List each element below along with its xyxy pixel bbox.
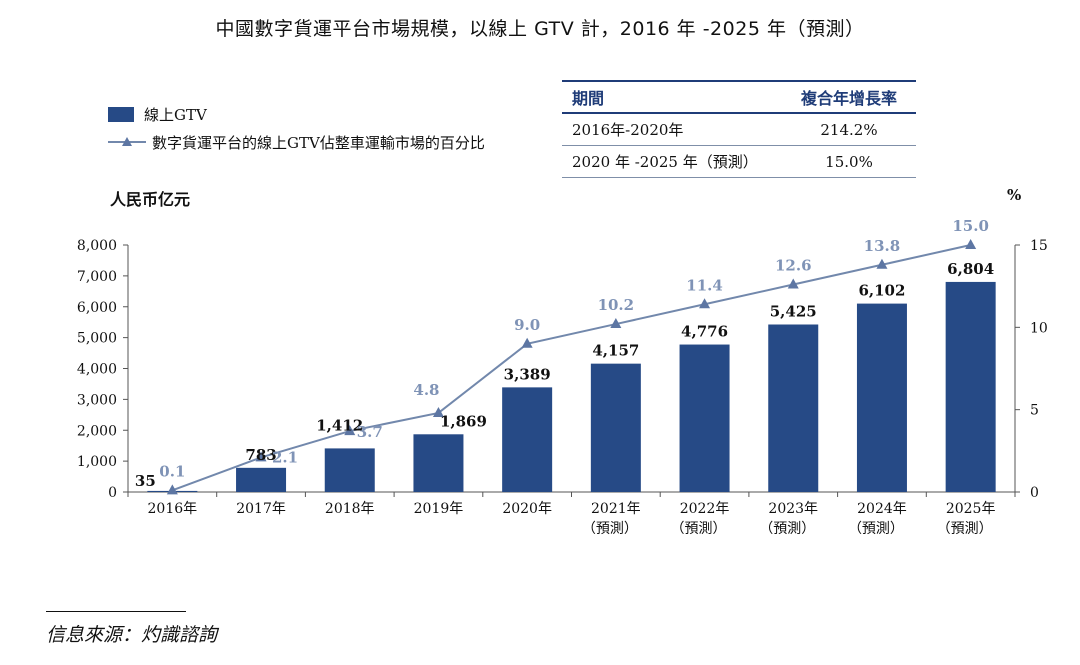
source-divider <box>46 611 186 612</box>
line-point <box>787 278 799 289</box>
x-tick-sublabel: （預測） <box>671 521 727 537</box>
legend-bar-label: 線上GTV <box>144 105 207 124</box>
source-note: 信息來源：灼識諮詢 <box>46 624 218 646</box>
line-swatch-icon <box>108 137 146 146</box>
y-tick-label: 7,000 <box>77 269 117 285</box>
bar-swatch <box>108 106 134 122</box>
bar-data-label: 1,869 <box>440 412 487 430</box>
line-data-label: 4.8 <box>413 381 439 399</box>
bar <box>324 448 375 492</box>
line-data-label: 15.0 <box>952 217 989 235</box>
x-tick-label: 2020年 <box>502 501 552 517</box>
bar <box>768 324 819 492</box>
bar-data-label: 4,776 <box>681 323 728 341</box>
line-data-label: 3.7 <box>357 423 383 441</box>
line-point <box>521 337 533 348</box>
legend: 線上GTV 數字貨運平台的線上GTV佔整車運輸市場的百分比 <box>108 100 485 156</box>
line-data-label: 13.8 <box>864 237 901 255</box>
bar-data-label: 6,804 <box>947 260 994 278</box>
line-point <box>699 298 711 309</box>
y-tick-label: 0 <box>108 485 117 501</box>
line-data-label: 2.1 <box>272 448 298 466</box>
cagr-table: 期間 複合年增長率 2016年-2020年 214.2% 2020 年 -202… <box>562 80 916 178</box>
x-tick-sublabel: （預測） <box>759 521 815 537</box>
line-point <box>610 318 622 329</box>
y2-axis-unit-label: % <box>1007 186 1022 204</box>
cagr-period: 2020 年 -2025 年（預測） <box>572 153 758 171</box>
line-data-label: 0.1 <box>159 462 185 480</box>
bar <box>945 281 996 492</box>
chart-title: 中國數字貨運平台市場規模，以線上 GTV 計，2016 年 -2025 年（預測… <box>215 18 865 40</box>
x-tick-label: 2022年 <box>680 501 730 517</box>
series-line <box>172 244 971 492</box>
y-tick-label: 3,000 <box>77 392 117 408</box>
y2-tick-label: 10 <box>1030 320 1048 336</box>
cagr-header-rate: 複合年增長率 <box>800 89 897 108</box>
bar-data-label: 1,412 <box>316 416 363 434</box>
x-tick-label: 2023年 <box>768 501 818 517</box>
bar <box>413 434 464 492</box>
line-point <box>255 451 267 462</box>
line-point <box>166 484 178 495</box>
x-tick-label: 2019年 <box>414 501 464 517</box>
legend-item-line: 數字貨運平台的線上GTV佔整車運輸市場的百分比 <box>108 128 485 156</box>
x-tick-label: 2024年 <box>857 501 907 517</box>
y-tick-label: 2,000 <box>77 423 117 439</box>
x-tick-sublabel: （預測） <box>582 521 638 537</box>
line-point <box>965 239 977 249</box>
line-data-label: 12.6 <box>775 257 812 275</box>
line-point <box>344 425 356 436</box>
y2-tick-label: 0 <box>1030 485 1039 501</box>
x-tick-label: 2021年 <box>591 501 641 517</box>
cagr-header-period: 期間 <box>572 89 605 108</box>
cagr-row: 2020 年 -2025 年（預測） 15.0% <box>562 146 916 178</box>
y2-tick-label: 5 <box>1030 403 1039 419</box>
y-tick-label: 6,000 <box>77 300 117 316</box>
line-point <box>432 406 444 417</box>
y-tick-label: 5,000 <box>77 331 117 347</box>
bar-data-label: 3,389 <box>504 365 551 383</box>
bar <box>590 363 641 492</box>
x-tick-label: 2025年 <box>946 501 996 517</box>
line-data-label: 10.2 <box>598 296 635 314</box>
bar <box>236 467 287 492</box>
bar-data-label: 4,157 <box>592 342 639 360</box>
y-tick-label: 8,000 <box>77 238 117 254</box>
line-data-label: 9.0 <box>514 316 540 334</box>
y-axis-unit-label: 人民币亿元 <box>110 190 191 209</box>
x-tick-sublabel: （預測） <box>848 521 904 537</box>
y2-tick-label: 15 <box>1030 238 1048 254</box>
cagr-row: 2016年-2020年 214.2% <box>562 114 916 146</box>
bar <box>679 344 730 492</box>
cagr-rate: 15.0% <box>825 152 873 171</box>
bar-data-label: 35 <box>135 472 156 490</box>
cagr-header-row: 期間 複合年增長率 <box>562 80 916 114</box>
bar <box>502 387 553 492</box>
x-tick-label: 2017年 <box>236 501 286 517</box>
x-tick-sublabel: （預測） <box>937 521 993 537</box>
bar-data-label: 6,102 <box>858 282 905 300</box>
bar <box>856 303 907 492</box>
bar-data-label: 5,425 <box>770 303 817 321</box>
x-tick-label: 2016年 <box>148 501 198 517</box>
legend-line-label: 數字貨運平台的線上GTV佔整車運輸市場的百分比 <box>152 133 485 152</box>
legend-item-bar: 線上GTV <box>108 100 485 128</box>
cagr-rate: 214.2% <box>820 120 878 139</box>
cagr-period: 2016年-2020年 <box>572 121 684 139</box>
line-point <box>876 258 888 269</box>
y-tick-label: 4,000 <box>77 362 117 378</box>
bar-data-label: 783 <box>245 446 276 464</box>
x-tick-label: 2018年 <box>325 501 375 517</box>
line-data-label: 11.4 <box>686 276 723 294</box>
y-tick-label: 1,000 <box>77 454 117 470</box>
